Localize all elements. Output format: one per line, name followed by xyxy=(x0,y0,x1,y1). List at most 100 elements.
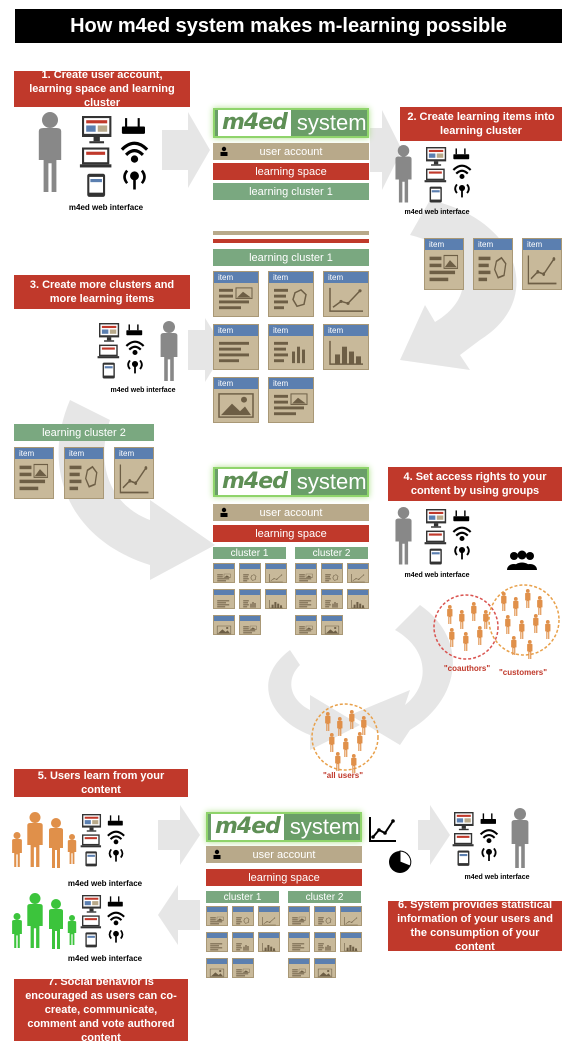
item-content-icon xyxy=(261,913,277,926)
wifi-icon xyxy=(107,911,125,926)
item-content-icon xyxy=(216,338,256,367)
item-content-icon xyxy=(235,965,251,977)
item-header xyxy=(322,564,342,569)
item-header: item xyxy=(425,239,463,250)
learning-item-card xyxy=(206,906,228,926)
item-content-icon xyxy=(343,913,359,926)
item-header: item xyxy=(269,325,313,336)
learning-item-card xyxy=(213,563,235,583)
item-content-icon xyxy=(350,570,366,583)
item-header xyxy=(296,590,316,595)
item-header: item xyxy=(214,272,258,283)
step-2-label: 2. Create learning items into learning c… xyxy=(400,107,562,141)
flow-arrow xyxy=(370,110,402,190)
wifi-icon xyxy=(452,164,472,180)
cluster-1-label: cluster 1 xyxy=(223,891,262,903)
user-account-label: user account xyxy=(252,848,316,861)
person-icon xyxy=(483,610,489,629)
item-header xyxy=(240,590,260,595)
item-header xyxy=(233,907,253,912)
flow-arrow xyxy=(350,605,453,745)
web-interface-label: m4ed web interface xyxy=(404,572,470,579)
person-icon xyxy=(513,597,519,616)
m4ed-logo: m4ed system xyxy=(206,812,362,842)
learning-item-card xyxy=(213,589,235,609)
learning-cluster-1-bar: learning cluster 1 xyxy=(213,183,369,200)
learning-item-card xyxy=(288,906,310,926)
learning-item-card xyxy=(340,932,362,952)
person-icon xyxy=(325,712,331,731)
item-header xyxy=(233,959,253,964)
learning-item-card xyxy=(239,615,261,635)
item-content-icon xyxy=(209,965,225,978)
item-content-icon xyxy=(268,596,284,609)
item-content-icon xyxy=(271,338,311,367)
learning-item-card xyxy=(232,906,254,926)
customers-group-label: "customers" xyxy=(498,668,548,677)
learning-item-card: item xyxy=(213,377,259,423)
learning-item-card xyxy=(239,589,261,609)
item-content-icon xyxy=(476,252,510,287)
item-header xyxy=(341,933,361,938)
item-content-icon xyxy=(242,570,258,582)
item-header: item xyxy=(269,272,313,283)
item-content-icon xyxy=(271,391,311,420)
person-icon xyxy=(533,614,539,633)
person-icon xyxy=(361,716,367,735)
person-icon xyxy=(220,146,228,156)
person-icon xyxy=(459,610,465,629)
web-interface-label: m4ed web interface xyxy=(464,874,530,881)
learning-space-bar: learning space xyxy=(213,163,369,180)
devices-group xyxy=(424,509,472,565)
desktop-icon xyxy=(82,116,112,144)
person-icon xyxy=(471,602,477,621)
step-4-label: 4. Set access rights to your content by … xyxy=(388,467,562,501)
web-interface-group xyxy=(452,808,542,870)
person-icon xyxy=(337,717,343,736)
item-content-icon xyxy=(298,596,314,608)
person-icon xyxy=(501,592,507,611)
person-icon xyxy=(67,834,77,864)
learning-item-card: item xyxy=(268,324,314,370)
person-icon xyxy=(449,628,455,647)
item-content-icon xyxy=(271,285,311,314)
item-header xyxy=(315,907,335,912)
person-icon xyxy=(351,754,357,773)
item-content-icon xyxy=(298,622,314,634)
devices-group xyxy=(424,147,472,203)
person-icon xyxy=(67,915,77,945)
web-interface-group xyxy=(392,145,482,205)
item-content-icon xyxy=(317,939,333,951)
item-content-icon xyxy=(326,338,366,367)
item-header xyxy=(214,564,234,569)
web-interface-label: m4ed web interface xyxy=(110,387,176,394)
flow-arrow xyxy=(158,805,200,865)
page-title: How m4ed system makes m-learning possibl… xyxy=(15,9,562,43)
desktop-icon xyxy=(426,509,447,528)
item-header xyxy=(259,933,279,938)
item-header xyxy=(259,907,279,912)
item-header: item xyxy=(115,448,153,459)
learning-item-card xyxy=(295,615,317,635)
desktop-icon xyxy=(99,323,120,342)
learning-item-card xyxy=(314,932,336,952)
person-icon xyxy=(511,808,529,868)
devices-group xyxy=(97,323,145,379)
router-icon xyxy=(107,896,123,907)
logo-mark: m4ed xyxy=(211,814,284,840)
cluster-1-bar: cluster 1 xyxy=(213,547,286,559)
user-account-label: user account xyxy=(259,506,323,519)
web-interface-label: m4ed web interface xyxy=(68,203,144,212)
learning-item-card xyxy=(321,615,343,635)
item-content-icon xyxy=(261,939,277,952)
learning-item-card xyxy=(206,932,228,952)
learning-cluster-2-label: learning cluster 2 xyxy=(42,426,126,439)
wifi-icon xyxy=(479,829,499,844)
router-icon xyxy=(126,324,143,336)
learning-item-card xyxy=(295,589,317,609)
user-account-bar: user account xyxy=(206,846,362,863)
web-interface-label: m4ed web interface xyxy=(404,209,470,216)
item-header: item xyxy=(269,378,313,389)
item-header xyxy=(341,907,361,912)
learning-item-card: item xyxy=(64,447,104,499)
